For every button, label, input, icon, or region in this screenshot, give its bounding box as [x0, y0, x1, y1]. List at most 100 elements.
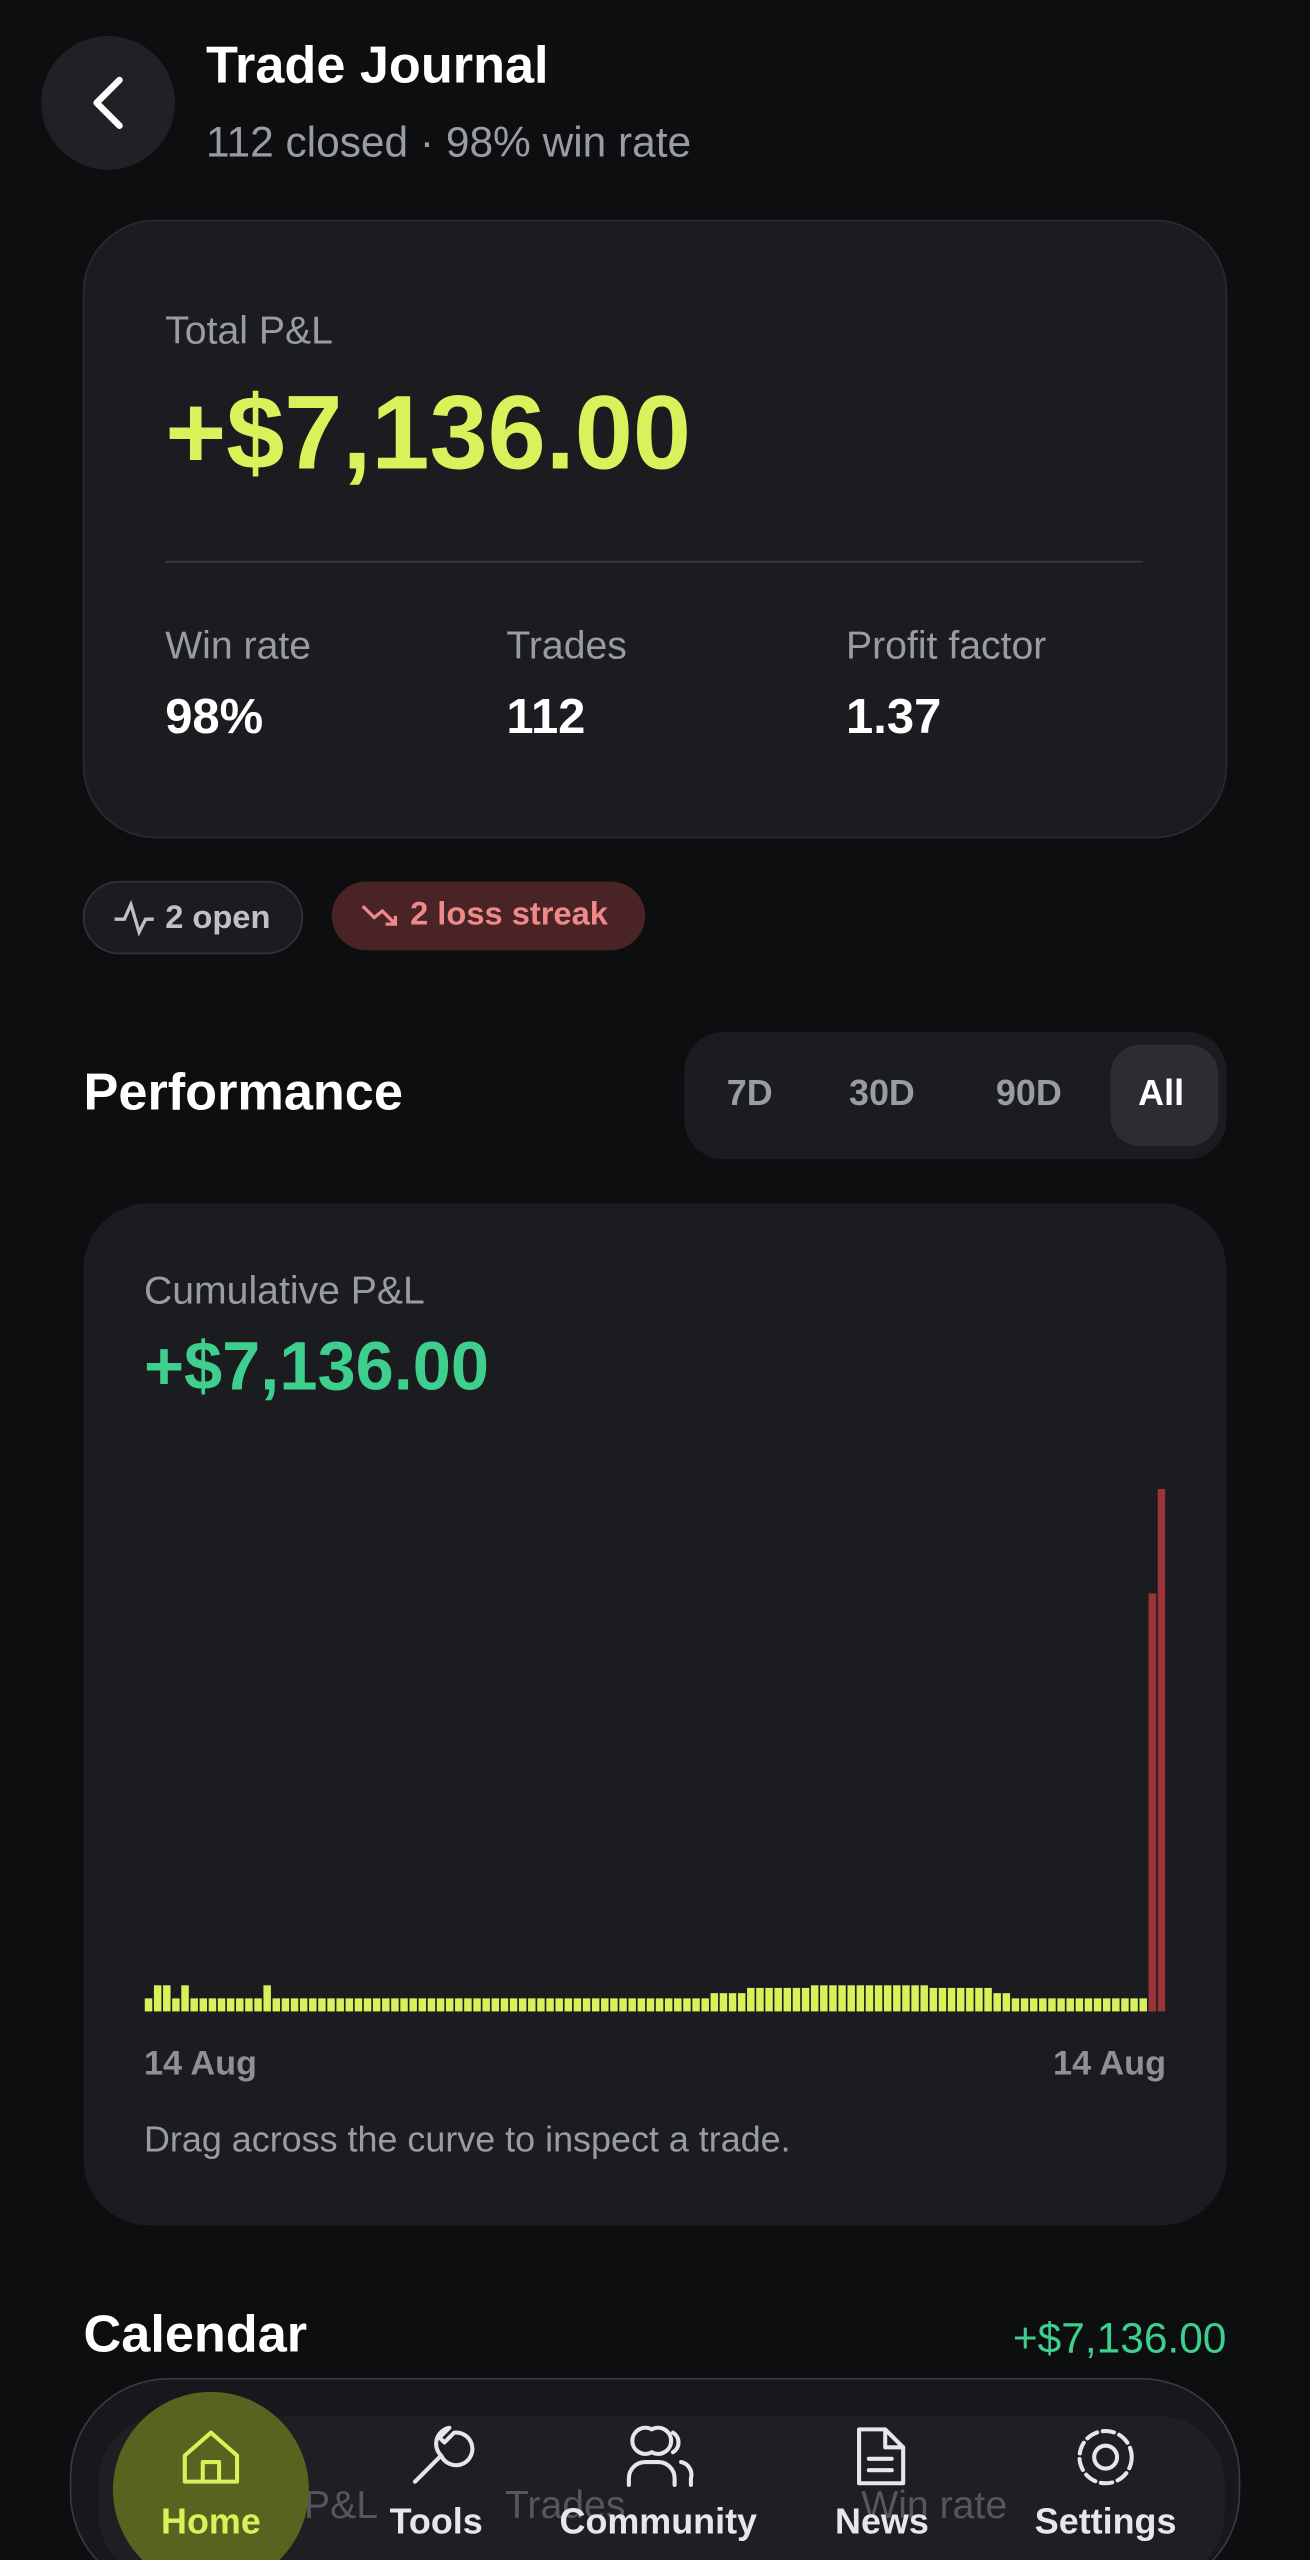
- stat-value: 98%: [165, 690, 263, 744]
- bar: [281, 1998, 290, 2012]
- bar: [391, 1998, 399, 2012]
- range-option[interactable]: 90D: [996, 1072, 1062, 1113]
- bar: [783, 1987, 792, 2012]
- bar: [874, 1985, 883, 2012]
- bar: [747, 1987, 755, 2012]
- total: +$7,136.00: [165, 374, 691, 491]
- bar: [263, 1985, 271, 2012]
- bar: [309, 1998, 317, 2012]
- stat-value: 112: [506, 690, 585, 744]
- bar: [436, 1998, 445, 2012]
- streak-chip[interactable]: [331, 881, 646, 951]
- home-icon: [182, 2430, 240, 2484]
- range-control: [684, 1031, 1227, 1160]
- column-label: Win rate: [861, 2484, 1007, 2527]
- bar: [1093, 1998, 1102, 2012]
- nav-item[interactable]: Settings: [1035, 2501, 1177, 2542]
- column-label: Trades: [505, 2484, 625, 2527]
- bar: [564, 1998, 573, 2012]
- bar: [664, 1998, 673, 2012]
- bar: [847, 1985, 855, 2012]
- bar: [1157, 1488, 1166, 2012]
- bar: [582, 1998, 591, 2012]
- bar: [774, 1987, 782, 2012]
- bar: [208, 1998, 217, 2012]
- bar: [1112, 1998, 1120, 2012]
- bar: [163, 1985, 171, 2012]
- bar: [372, 1998, 381, 2012]
- bar: [692, 1998, 700, 2012]
- bar: [619, 1998, 627, 2012]
- chip-text: 2 loss streak: [410, 895, 609, 932]
- nav-item[interactable]: Home: [161, 2501, 261, 2542]
- bar: [190, 1998, 198, 2012]
- range-option[interactable]: 7D: [727, 1072, 773, 1113]
- column-label: P&L: [304, 2484, 378, 2527]
- bar: [254, 1998, 262, 2012]
- bar: [236, 1998, 244, 2012]
- tools-icon: [412, 2425, 475, 2484]
- nav-item[interactable]: Tools: [390, 2501, 483, 2542]
- bar: [820, 1985, 828, 2012]
- nav-item[interactable]: Community: [560, 2501, 758, 2542]
- bar: [947, 1987, 956, 2012]
- bar: [591, 1998, 600, 2012]
- bar: [354, 1998, 363, 2012]
- bar: [509, 1998, 518, 2012]
- bar: [382, 1998, 390, 2012]
- bar: [728, 1993, 737, 2012]
- bar: [482, 1998, 490, 2012]
- chart-note: Drag across the curve to inspect a trade…: [144, 2119, 791, 2160]
- bar: [637, 1998, 646, 2012]
- bar: [601, 1998, 609, 2012]
- summary-card: [82, 219, 1228, 839]
- section-title: Performance: [84, 1063, 403, 1121]
- section-title: Calendar: [84, 2306, 308, 2364]
- bar: [1066, 1998, 1074, 2012]
- bar: [683, 1998, 691, 2012]
- bar: [1084, 1998, 1093, 2012]
- range-option[interactable]: 30D: [849, 1072, 915, 1113]
- bar: [655, 1998, 664, 2012]
- bar: [1075, 1998, 1084, 2012]
- bar: [929, 1987, 938, 2012]
- stat-label: Trades: [506, 625, 626, 668]
- range-selected: [1110, 1044, 1219, 1147]
- bar: [491, 1998, 500, 2012]
- bar: [710, 1993, 719, 2012]
- bar: [555, 1998, 563, 2012]
- subtitle: 112 closed · 98% win rate: [206, 119, 691, 166]
- bar: [345, 1998, 354, 2012]
- bar: [144, 1998, 153, 2012]
- bar: [226, 1998, 235, 2012]
- bar: [153, 1985, 162, 2012]
- bar: [838, 1985, 846, 2012]
- nav-item[interactable]: News: [835, 2501, 929, 2542]
- bar: [181, 1985, 189, 2012]
- chip-text: 2 open: [165, 898, 270, 935]
- x-label: 14 Aug: [1053, 2044, 1166, 2082]
- bar: [646, 1998, 655, 2012]
- back-button[interactable]: [41, 35, 175, 170]
- calendar-total: +$7,136.00: [1013, 2314, 1227, 2361]
- bar: [336, 1998, 344, 2012]
- bar: [518, 1998, 527, 2012]
- bar: [719, 1993, 728, 2012]
- bar: [829, 1985, 837, 2012]
- settings-icon: [1077, 2428, 1134, 2486]
- bar: [1029, 1998, 1038, 2012]
- bar: [674, 1998, 682, 2012]
- bar: [810, 1985, 819, 2012]
- bar: [400, 1998, 408, 2012]
- bar: [418, 1998, 427, 2012]
- bar: [318, 1998, 326, 2012]
- bar: [272, 1998, 281, 2012]
- bar: [938, 1987, 947, 2012]
- open-chip[interactable]: [82, 880, 304, 955]
- bar: [701, 1998, 709, 2012]
- bar: [893, 1985, 901, 2012]
- range-option[interactable]: All: [1138, 1072, 1184, 1113]
- bar: [1102, 1998, 1111, 2012]
- bar: [801, 1987, 810, 2012]
